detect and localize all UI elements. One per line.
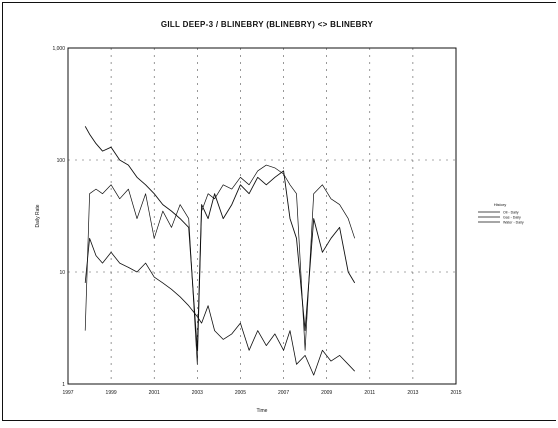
x-tick-label: 2001 (149, 390, 160, 396)
x-tick-label: 2011 (364, 390, 375, 396)
legend-entry: Oil - Daily (503, 211, 519, 215)
chart-title: GILL DEEP-3 / BLINEBRY (BLINEBRY) <> BLI… (161, 20, 374, 29)
x-tick-label: 2013 (407, 390, 418, 396)
x-tick-label: 2005 (235, 390, 246, 396)
x-axis-label: Time (257, 408, 268, 414)
x-tick-label: 1999 (106, 390, 117, 396)
y-tick-label: 100 (57, 158, 66, 164)
x-gridlines (110, 48, 414, 384)
frame-left-line (2, 2, 3, 421)
series-line-oil-daily (84, 237, 355, 376)
frame-bottom-line (2, 420, 556, 421)
y-axis-label: Daily Rate (35, 204, 41, 227)
x-tick-label: 2007 (278, 390, 289, 396)
x-tick-label: 1997 (62, 390, 73, 396)
x-tick-label: 2009 (321, 390, 332, 396)
legend-title: History (494, 202, 506, 207)
y-tick-label: 10 (59, 270, 65, 276)
x-tick-label: 2015 (450, 390, 461, 396)
series-line-water-daily (84, 164, 356, 365)
legend-entry: Gas - Daily (503, 216, 521, 220)
frame-top-line (2, 2, 556, 3)
y-tick-labels: 1,000 100 10 1 (52, 46, 65, 388)
y-gridlines (68, 159, 456, 273)
plot-area (67, 47, 457, 385)
y-tick-label: 1,000 (52, 46, 65, 52)
legend-entry: Water - Daily (503, 221, 524, 225)
x-tick-labels: 1997 1999 2001 2003 2005 2007 2009 2011 2013 2015 (62, 390, 461, 396)
series-layer (84, 126, 356, 376)
x-tick-label: 2003 (192, 390, 203, 396)
y-tick-label: 1 (62, 382, 65, 388)
